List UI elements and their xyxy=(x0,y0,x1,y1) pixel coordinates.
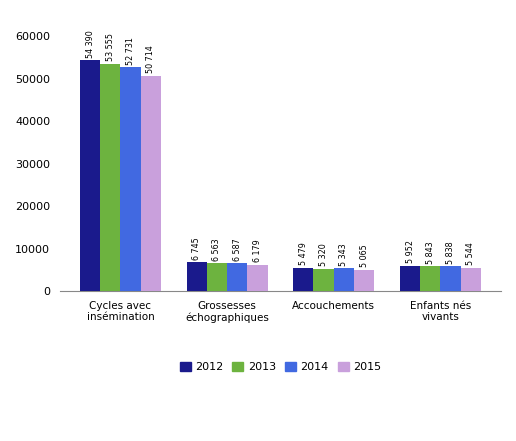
Bar xyxy=(100,64,120,291)
Bar xyxy=(227,263,247,291)
Text: 6 563: 6 563 xyxy=(213,238,221,261)
Text: 5 320: 5 320 xyxy=(319,243,328,266)
Bar xyxy=(293,268,314,291)
Text: 5 544: 5 544 xyxy=(466,242,475,265)
Text: 5 065: 5 065 xyxy=(360,244,368,267)
Text: 6 587: 6 587 xyxy=(233,238,241,261)
Text: 5 343: 5 343 xyxy=(340,243,348,266)
Text: 54 390: 54 390 xyxy=(86,30,94,57)
Text: 50 714: 50 714 xyxy=(147,45,155,73)
Text: 52 731: 52 731 xyxy=(126,37,135,64)
Bar xyxy=(461,268,481,291)
Bar xyxy=(334,269,354,291)
Text: 6 745: 6 745 xyxy=(192,237,201,260)
Bar xyxy=(120,67,141,291)
Text: 53 555: 53 555 xyxy=(106,33,115,61)
Bar xyxy=(207,263,227,291)
Legend: 2012, 2013, 2014, 2015: 2012, 2013, 2014, 2015 xyxy=(175,357,385,377)
Text: 5 838: 5 838 xyxy=(446,241,455,264)
Bar xyxy=(247,265,268,291)
Text: 5 952: 5 952 xyxy=(406,240,414,263)
Bar xyxy=(314,269,334,291)
Bar xyxy=(80,60,100,291)
Text: 5 843: 5 843 xyxy=(426,241,435,264)
Text: 5 479: 5 479 xyxy=(299,243,308,265)
Bar xyxy=(420,266,441,291)
Bar xyxy=(141,76,161,291)
Text: 6 179: 6 179 xyxy=(253,239,262,262)
Bar xyxy=(354,269,374,291)
Bar xyxy=(400,266,420,291)
Bar xyxy=(441,266,461,291)
Bar xyxy=(187,262,207,291)
